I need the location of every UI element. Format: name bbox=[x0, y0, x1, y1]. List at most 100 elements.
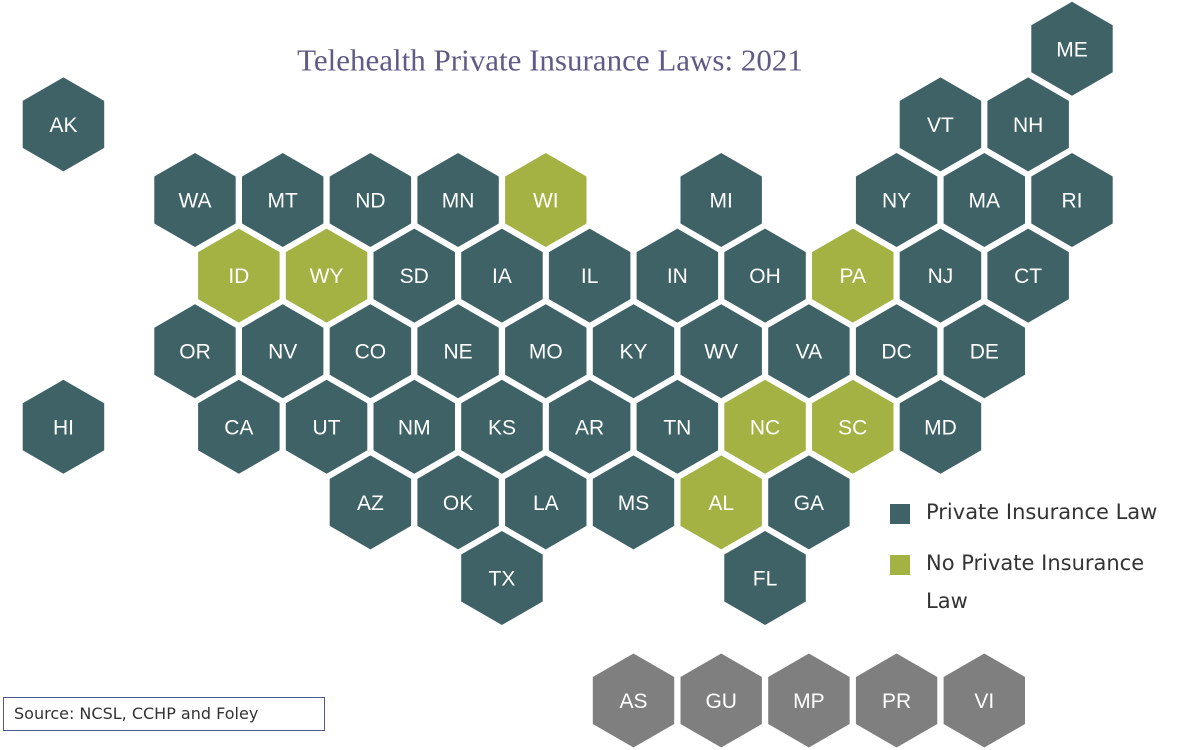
hex bbox=[768, 304, 850, 399]
state-hex: WA bbox=[154, 153, 236, 247]
state-hex: AZ bbox=[329, 455, 412, 550]
state-hex: ID bbox=[198, 228, 280, 323]
hex bbox=[461, 379, 543, 474]
hex-label: SD bbox=[400, 265, 429, 288]
hex bbox=[987, 77, 1069, 172]
hex bbox=[899, 228, 982, 323]
state-hex: NM bbox=[373, 379, 455, 474]
hex-label: AK bbox=[49, 114, 77, 137]
hex bbox=[329, 455, 412, 550]
hex-label: MD bbox=[924, 416, 957, 439]
hex-label: NV bbox=[268, 341, 297, 364]
hex bbox=[329, 304, 412, 399]
state-hex: CO bbox=[329, 304, 412, 399]
hex-label: IA bbox=[492, 265, 512, 288]
hex-label: DE bbox=[970, 341, 999, 364]
state-hex: AK bbox=[22, 77, 105, 172]
state-hex: GU bbox=[680, 653, 762, 748]
hex bbox=[768, 455, 850, 550]
hex bbox=[680, 304, 762, 399]
hex bbox=[855, 653, 938, 748]
state-hex: RI bbox=[1031, 153, 1113, 247]
hex bbox=[1031, 1, 1113, 96]
state-hex: SD bbox=[373, 228, 455, 323]
hex bbox=[724, 228, 806, 323]
state-hex: PA bbox=[812, 228, 894, 323]
state-hex: GA bbox=[768, 455, 850, 550]
hex bbox=[636, 228, 719, 323]
state-hex: DC bbox=[855, 304, 938, 399]
state-hex: TN bbox=[636, 379, 719, 474]
state-hex: LA bbox=[505, 455, 587, 550]
hex bbox=[812, 379, 894, 474]
hex bbox=[285, 379, 368, 474]
hex-label: CO bbox=[355, 341, 387, 364]
hex-label: DC bbox=[881, 341, 911, 364]
hex bbox=[461, 531, 543, 625]
hex-label: NH bbox=[1013, 114, 1043, 137]
hex-label: ME bbox=[1056, 38, 1088, 61]
hex-label: VI bbox=[974, 690, 994, 713]
legend-label: No Private Insurance Law bbox=[926, 551, 1145, 613]
hex bbox=[855, 304, 938, 399]
state-hex: PR bbox=[855, 653, 938, 748]
hex-label: MA bbox=[969, 190, 1001, 213]
hex-label: WA bbox=[178, 190, 211, 213]
hex bbox=[636, 379, 719, 474]
source: Source: NCSL, CCHP and Foley bbox=[3, 697, 325, 731]
hex bbox=[505, 455, 587, 550]
hex-label: MT bbox=[268, 190, 298, 213]
hex bbox=[592, 304, 675, 399]
state-hex: OH bbox=[724, 228, 806, 323]
hex bbox=[242, 153, 324, 247]
hex bbox=[592, 455, 675, 550]
hex-label: AL bbox=[708, 492, 734, 515]
hex bbox=[943, 304, 1025, 399]
hex-label: WY bbox=[310, 265, 344, 288]
hex-label: NM bbox=[398, 416, 431, 439]
hex bbox=[285, 228, 368, 323]
hex-label: AR bbox=[575, 416, 604, 439]
state-hex: NE bbox=[417, 304, 499, 399]
hex-label: WI bbox=[533, 190, 559, 213]
hex bbox=[855, 153, 938, 247]
hex-label: NC bbox=[750, 416, 780, 439]
state-hex: IA bbox=[461, 228, 543, 323]
state-hex: OR bbox=[154, 304, 236, 399]
hex bbox=[329, 153, 412, 247]
state-hex: OK bbox=[417, 455, 499, 550]
hex-label: KY bbox=[619, 341, 647, 364]
state-hex: MT bbox=[242, 153, 324, 247]
state-hex: SC bbox=[812, 379, 894, 474]
hex-label: PA bbox=[840, 265, 866, 288]
hex bbox=[1031, 153, 1113, 247]
state-hex: HI bbox=[22, 379, 105, 474]
state-hex: ND bbox=[329, 153, 412, 247]
hex bbox=[724, 531, 806, 625]
hex bbox=[899, 77, 982, 172]
hex-label: VA bbox=[796, 341, 822, 364]
hex-label: OK bbox=[443, 492, 473, 515]
hex bbox=[417, 455, 499, 550]
state-hex: IN bbox=[636, 228, 719, 323]
state-hex: MN bbox=[417, 153, 499, 247]
hex-label: RI bbox=[1062, 190, 1083, 213]
hex bbox=[680, 653, 762, 748]
hex-label: PR bbox=[882, 690, 911, 713]
hex bbox=[461, 228, 543, 323]
hex-label: IN bbox=[667, 265, 688, 288]
state-hex: UT bbox=[285, 379, 368, 474]
hex-label: CA bbox=[224, 416, 253, 439]
state-hex: AS bbox=[592, 653, 675, 748]
title: Telehealth Private Insurance Laws: 2021 bbox=[297, 43, 803, 78]
hex-label: AS bbox=[619, 690, 647, 713]
hex-label: WV bbox=[704, 341, 738, 364]
state-hex: DE bbox=[943, 304, 1025, 399]
hex-label: ND bbox=[355, 190, 385, 213]
state-hex: WY bbox=[285, 228, 368, 323]
state-hex: FL bbox=[724, 531, 806, 625]
hex-label: TX bbox=[489, 568, 516, 591]
hex-label: OH bbox=[749, 265, 781, 288]
hex-label: MN bbox=[442, 190, 475, 213]
hex bbox=[812, 228, 894, 323]
